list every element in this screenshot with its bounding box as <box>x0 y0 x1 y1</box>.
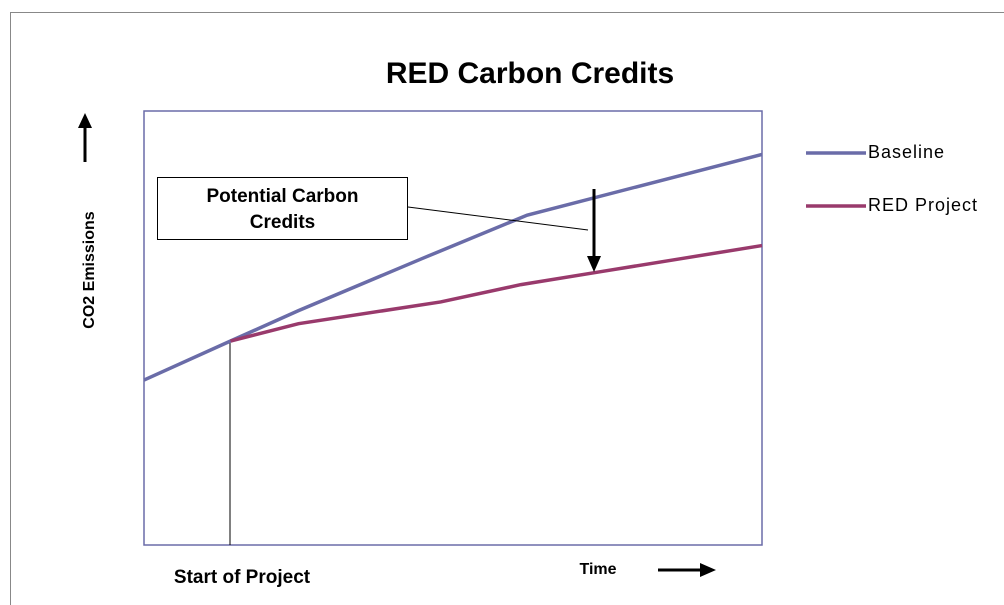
x-axis-label: Time <box>579 561 616 578</box>
series-line <box>143 152 763 382</box>
x-arrow <box>658 563 716 577</box>
chart-frame <box>10 12 1004 605</box>
legend-label: RED Project <box>868 195 978 215</box>
series-line <box>230 243 763 343</box>
start-label: Start of Project <box>174 567 311 588</box>
callout-line <box>407 206 589 231</box>
plot-area <box>143 110 763 546</box>
legend-label: Baseline <box>868 142 945 162</box>
y-arrow <box>78 113 92 162</box>
callout-box: Potential Carbon Credits <box>157 177 408 240</box>
chart-title: RED Carbon Credits <box>386 57 674 90</box>
credit-arrow <box>587 189 601 272</box>
y-axis-label: CO2 Emissions <box>81 211 98 328</box>
